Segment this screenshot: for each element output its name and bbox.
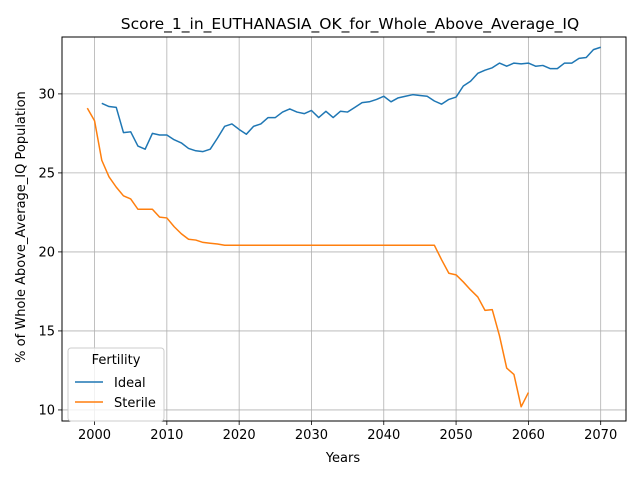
- chart-title: Score_1_in_EUTHANASIA_OK_for_Whole_Above…: [121, 15, 579, 34]
- legend-label-sterile: Sterile: [114, 396, 156, 411]
- series-lines: [86, 46, 601, 408]
- y-tick-label: 15: [38, 324, 55, 339]
- series-line-ideal: [101, 46, 601, 153]
- x-tick-label: 2010: [150, 428, 183, 443]
- y-tick-label: 10: [38, 403, 55, 418]
- x-tick-label: 2020: [223, 428, 256, 443]
- x-tick-label: 2060: [512, 428, 545, 443]
- x-axis-label: Years: [325, 451, 361, 466]
- x-tick-label: 2000: [78, 428, 111, 443]
- y-axis-label: % of Whole Above_Average_IQ Population: [14, 91, 29, 363]
- legend: Fertility Ideal Sterile: [67, 347, 165, 422]
- y-tick-label: 25: [38, 166, 55, 181]
- legend-title: Fertility: [92, 353, 141, 368]
- y-tick-label: 20: [38, 245, 55, 260]
- x-tick-label: 2040: [367, 428, 400, 443]
- plot-frame: [61, 36, 627, 422]
- series-line-sterile: [86, 107, 530, 408]
- x-tick-label: 2070: [584, 428, 617, 443]
- legend-label-ideal: Ideal: [114, 376, 146, 391]
- y-axis-ticks: 10 15 20 25 30: [38, 87, 62, 418]
- x-tick-label: 2030: [295, 428, 328, 443]
- x-axis-ticks: 2000 2010 2020 2030 2040 2050 2060 2070: [78, 421, 617, 443]
- y-tick-label: 30: [38, 87, 55, 102]
- x-tick-label: 2050: [440, 428, 473, 443]
